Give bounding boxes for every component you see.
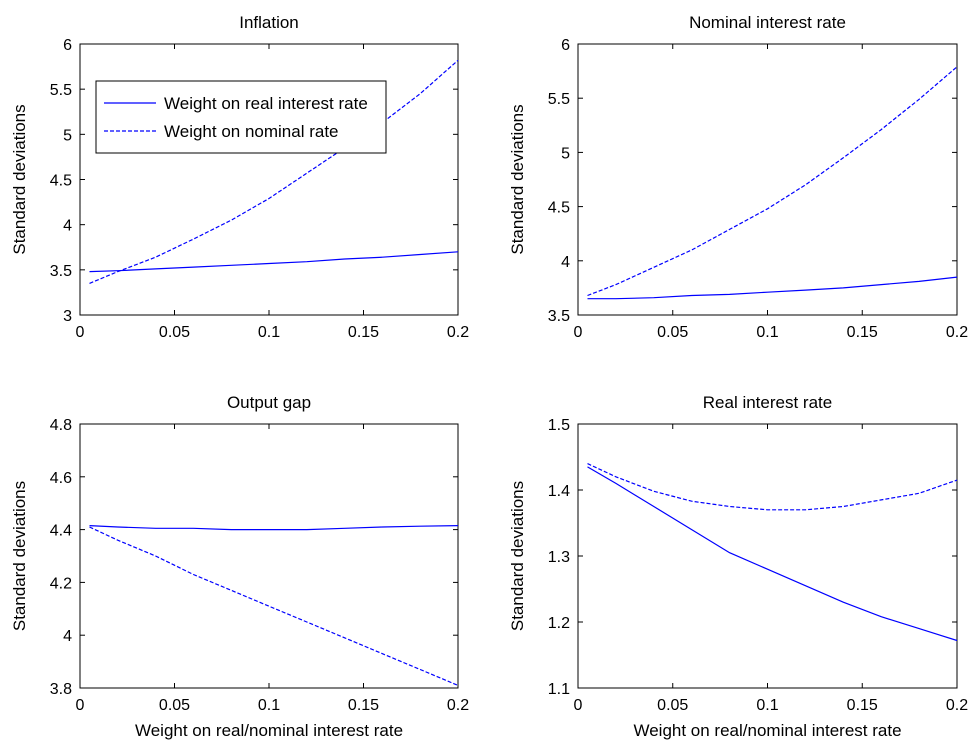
y-tick-label: 3.5	[50, 263, 72, 280]
series-line-solid	[587, 466, 958, 642]
x-tick-label: 0.05	[159, 324, 190, 341]
chart-panel-1: 0 0.05 0.1 0.15 0.2 3 3.5 4 4.5 5 5.5 6 Inflation Sta…	[10, 13, 469, 341]
x-tick-label: 0.15	[847, 697, 878, 714]
y-tick-label: 1.2	[548, 615, 570, 632]
chart-title: Real interest rate	[703, 393, 832, 412]
series-line-dashed	[89, 526, 459, 686]
y-tick-label: 5	[63, 127, 72, 144]
y-axis-label: Standard deviations	[508, 481, 527, 631]
chart-title: Nominal interest rate	[689, 13, 846, 32]
axes-box	[577, 423, 958, 689]
x-tick-label: 0	[574, 324, 583, 341]
x-tick-label: 0.15	[348, 324, 379, 341]
y-axis-label: Standard deviations	[10, 481, 29, 631]
y-tick-label: 5	[561, 145, 570, 162]
series-line-dashed	[587, 463, 958, 511]
y-axis-label: Standard deviations	[508, 104, 527, 254]
y-tick-label: 4	[63, 628, 72, 645]
y-tick-label: 3.8	[50, 681, 72, 698]
axes-box	[79, 423, 459, 689]
y-tick-label: 4.6	[50, 470, 72, 487]
x-tick-label: 0.2	[447, 324, 469, 341]
y-tick-label: 4	[561, 254, 570, 271]
x-tick-label: 0.2	[946, 324, 968, 341]
x-tick-label: 0	[76, 324, 85, 341]
y-tick-label: 3.5	[548, 308, 570, 325]
x-axis-label: Weight on real/nominal interest rate	[135, 721, 403, 740]
y-axis-label: Standard deviations	[10, 104, 29, 254]
series-line-solid	[89, 525, 459, 531]
axes-box	[577, 43, 958, 316]
legend-label: Weight on real interest rate	[164, 94, 368, 113]
series-line-solid	[587, 276, 958, 300]
y-tick-label: 4.5	[50, 173, 72, 190]
series-line-dashed	[587, 66, 958, 297]
x-tick-label: 0.05	[159, 697, 190, 714]
y-tick-label: 1.5	[548, 417, 570, 434]
y-tick-label: 1.1	[548, 681, 570, 698]
x-tick-label: 0.1	[258, 697, 280, 714]
x-tick-label: 0.15	[348, 697, 379, 714]
legend-label: Weight on nominal rate	[164, 122, 339, 141]
x-tick-label: 0	[76, 697, 85, 714]
series-line-solid	[89, 251, 459, 273]
y-tick-label: 4.2	[50, 575, 72, 592]
chart-panel-4: 0 0.05 0.1 0.15 0.2 1.1 1.2 1.3 1.4 1.5 Real inter…	[508, 393, 968, 740]
x-tick-label: 0.2	[946, 697, 968, 714]
y-tick-label: 6	[561, 37, 570, 54]
y-tick-label: 4.5	[548, 200, 570, 217]
legend: Weight on real interest rate Weight on no…	[95, 80, 387, 154]
y-tick-label: 1.4	[548, 483, 570, 500]
y-tick-label: 1.3	[548, 549, 570, 566]
x-tick-label: 0.15	[847, 324, 878, 341]
x-tick-label: 0.1	[756, 324, 778, 341]
x-tick-label: 0.05	[657, 697, 688, 714]
chart-title: Inflation	[239, 13, 299, 32]
chart-panel-2: 0 0.05 0.1 0.15 0.2 3.5 4 4.5 5 5.5 6 Nominal inter…	[508, 13, 968, 341]
y-tick-label: 5.5	[50, 82, 72, 99]
x-tick-label: 0.1	[258, 324, 280, 341]
legend-box	[95, 80, 387, 154]
y-tick-label: 4.8	[50, 417, 72, 434]
x-tick-label: 0.1	[756, 697, 778, 714]
y-tick-label: 5.5	[548, 91, 570, 108]
series-line-dashed	[89, 59, 459, 284]
x-tick-label: 0	[574, 697, 583, 714]
x-axis-label: Weight on real/nominal interest rate	[633, 721, 901, 740]
y-tick-label: 3	[63, 308, 72, 325]
chart-title: Output gap	[227, 393, 311, 412]
x-tick-label: 0.2	[447, 697, 469, 714]
chart-panel-3: 0 0.05 0.1 0.15 0.2 3.8 4 4.2 4.4 4.6 4.8 Output ga…	[10, 393, 469, 740]
y-tick-label: 6	[63, 37, 72, 54]
x-tick-label: 0.05	[657, 324, 688, 341]
y-tick-label: 4	[63, 218, 72, 235]
y-tick-label: 4.4	[50, 523, 72, 540]
